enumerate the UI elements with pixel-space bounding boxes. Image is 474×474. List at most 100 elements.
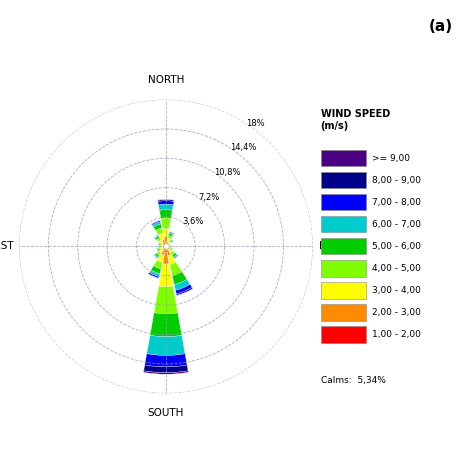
Text: 7,00 - 8,00: 7,00 - 8,00 — [372, 198, 421, 207]
Bar — [169, 232, 174, 235]
Bar — [158, 248, 161, 251]
Bar — [170, 247, 172, 250]
Bar — [168, 255, 176, 264]
Bar — [172, 253, 177, 257]
Bar — [320, 150, 366, 166]
Bar — [320, 304, 366, 320]
Bar — [162, 243, 165, 246]
Text: 3,00 - 4,00: 3,00 - 4,00 — [372, 286, 421, 295]
Bar — [154, 255, 157, 259]
Bar — [320, 238, 366, 255]
Bar — [161, 249, 165, 255]
Bar — [157, 254, 164, 263]
Bar — [172, 248, 173, 250]
Bar — [154, 260, 163, 269]
Bar — [144, 365, 188, 373]
Bar — [166, 244, 168, 246]
Text: 6,00 - 7,00: 6,00 - 7,00 — [372, 220, 421, 229]
Bar — [168, 249, 173, 253]
Bar — [159, 242, 160, 245]
Bar — [158, 204, 173, 210]
Bar — [152, 222, 161, 227]
Bar — [175, 284, 192, 294]
Bar — [156, 251, 161, 256]
Bar — [320, 194, 366, 210]
Bar — [161, 246, 163, 247]
Bar — [172, 248, 173, 251]
Bar — [169, 231, 174, 233]
Bar — [164, 246, 166, 248]
Bar — [157, 248, 159, 251]
Bar — [154, 254, 158, 258]
Bar — [160, 243, 162, 246]
Bar — [166, 242, 169, 245]
Bar — [154, 224, 162, 230]
Text: 4,00 - 5,00: 4,00 - 5,00 — [372, 264, 421, 273]
Bar — [151, 220, 160, 224]
Bar — [320, 172, 366, 188]
Bar — [170, 246, 171, 247]
Bar — [168, 235, 172, 239]
Bar — [158, 242, 160, 245]
Bar — [174, 255, 179, 259]
Bar — [170, 251, 175, 255]
Text: 10,8%: 10,8% — [214, 168, 240, 177]
Bar — [176, 287, 193, 295]
Bar — [320, 327, 366, 343]
Bar — [320, 216, 366, 232]
Bar — [163, 247, 165, 248]
Bar — [158, 201, 174, 205]
Bar — [169, 246, 171, 247]
Bar — [169, 231, 174, 234]
Bar — [154, 235, 158, 238]
Text: 2,00 - 3,00: 2,00 - 3,00 — [372, 308, 421, 317]
Text: 5,00 - 6,00: 5,00 - 6,00 — [372, 242, 421, 251]
Bar — [320, 283, 366, 299]
Bar — [320, 260, 366, 276]
Text: Calms:  5,34%: Calms: 5,34% — [320, 376, 385, 385]
Bar — [154, 234, 157, 238]
Bar — [159, 246, 161, 247]
Bar — [168, 246, 169, 247]
Bar — [152, 220, 161, 225]
Bar — [159, 249, 163, 254]
Bar — [168, 245, 169, 246]
Bar — [166, 246, 167, 247]
Bar — [164, 244, 166, 246]
Bar — [169, 244, 170, 246]
Bar — [147, 335, 185, 356]
Text: 1,00 - 2,00: 1,00 - 2,00 — [372, 330, 421, 339]
Bar — [171, 239, 173, 241]
Bar — [158, 242, 159, 245]
Bar — [175, 255, 179, 259]
Bar — [164, 245, 166, 246]
Bar — [167, 246, 168, 247]
Bar — [150, 313, 182, 337]
Bar — [154, 255, 158, 259]
Bar — [151, 266, 161, 274]
Bar — [170, 262, 182, 276]
Text: WIND SPEED
(m/s): WIND SPEED (m/s) — [320, 109, 390, 131]
Bar — [174, 279, 190, 290]
Bar — [158, 242, 159, 245]
Bar — [171, 248, 173, 250]
Text: 7,2%: 7,2% — [198, 193, 219, 201]
Bar — [169, 231, 174, 234]
Bar — [157, 199, 174, 201]
Text: >= 9,00: >= 9,00 — [372, 154, 410, 163]
Text: (a): (a) — [429, 19, 453, 34]
Bar — [148, 273, 159, 279]
Bar — [144, 371, 188, 374]
Text: 8,00 - 9,00: 8,00 - 9,00 — [372, 176, 421, 185]
Bar — [160, 247, 163, 249]
Bar — [159, 264, 173, 287]
Bar — [162, 247, 165, 250]
Bar — [156, 248, 158, 252]
Bar — [158, 200, 174, 201]
Bar — [169, 244, 170, 246]
Bar — [148, 274, 159, 279]
Bar — [155, 235, 158, 239]
Bar — [148, 273, 159, 278]
Bar — [165, 242, 167, 246]
Bar — [159, 233, 164, 240]
